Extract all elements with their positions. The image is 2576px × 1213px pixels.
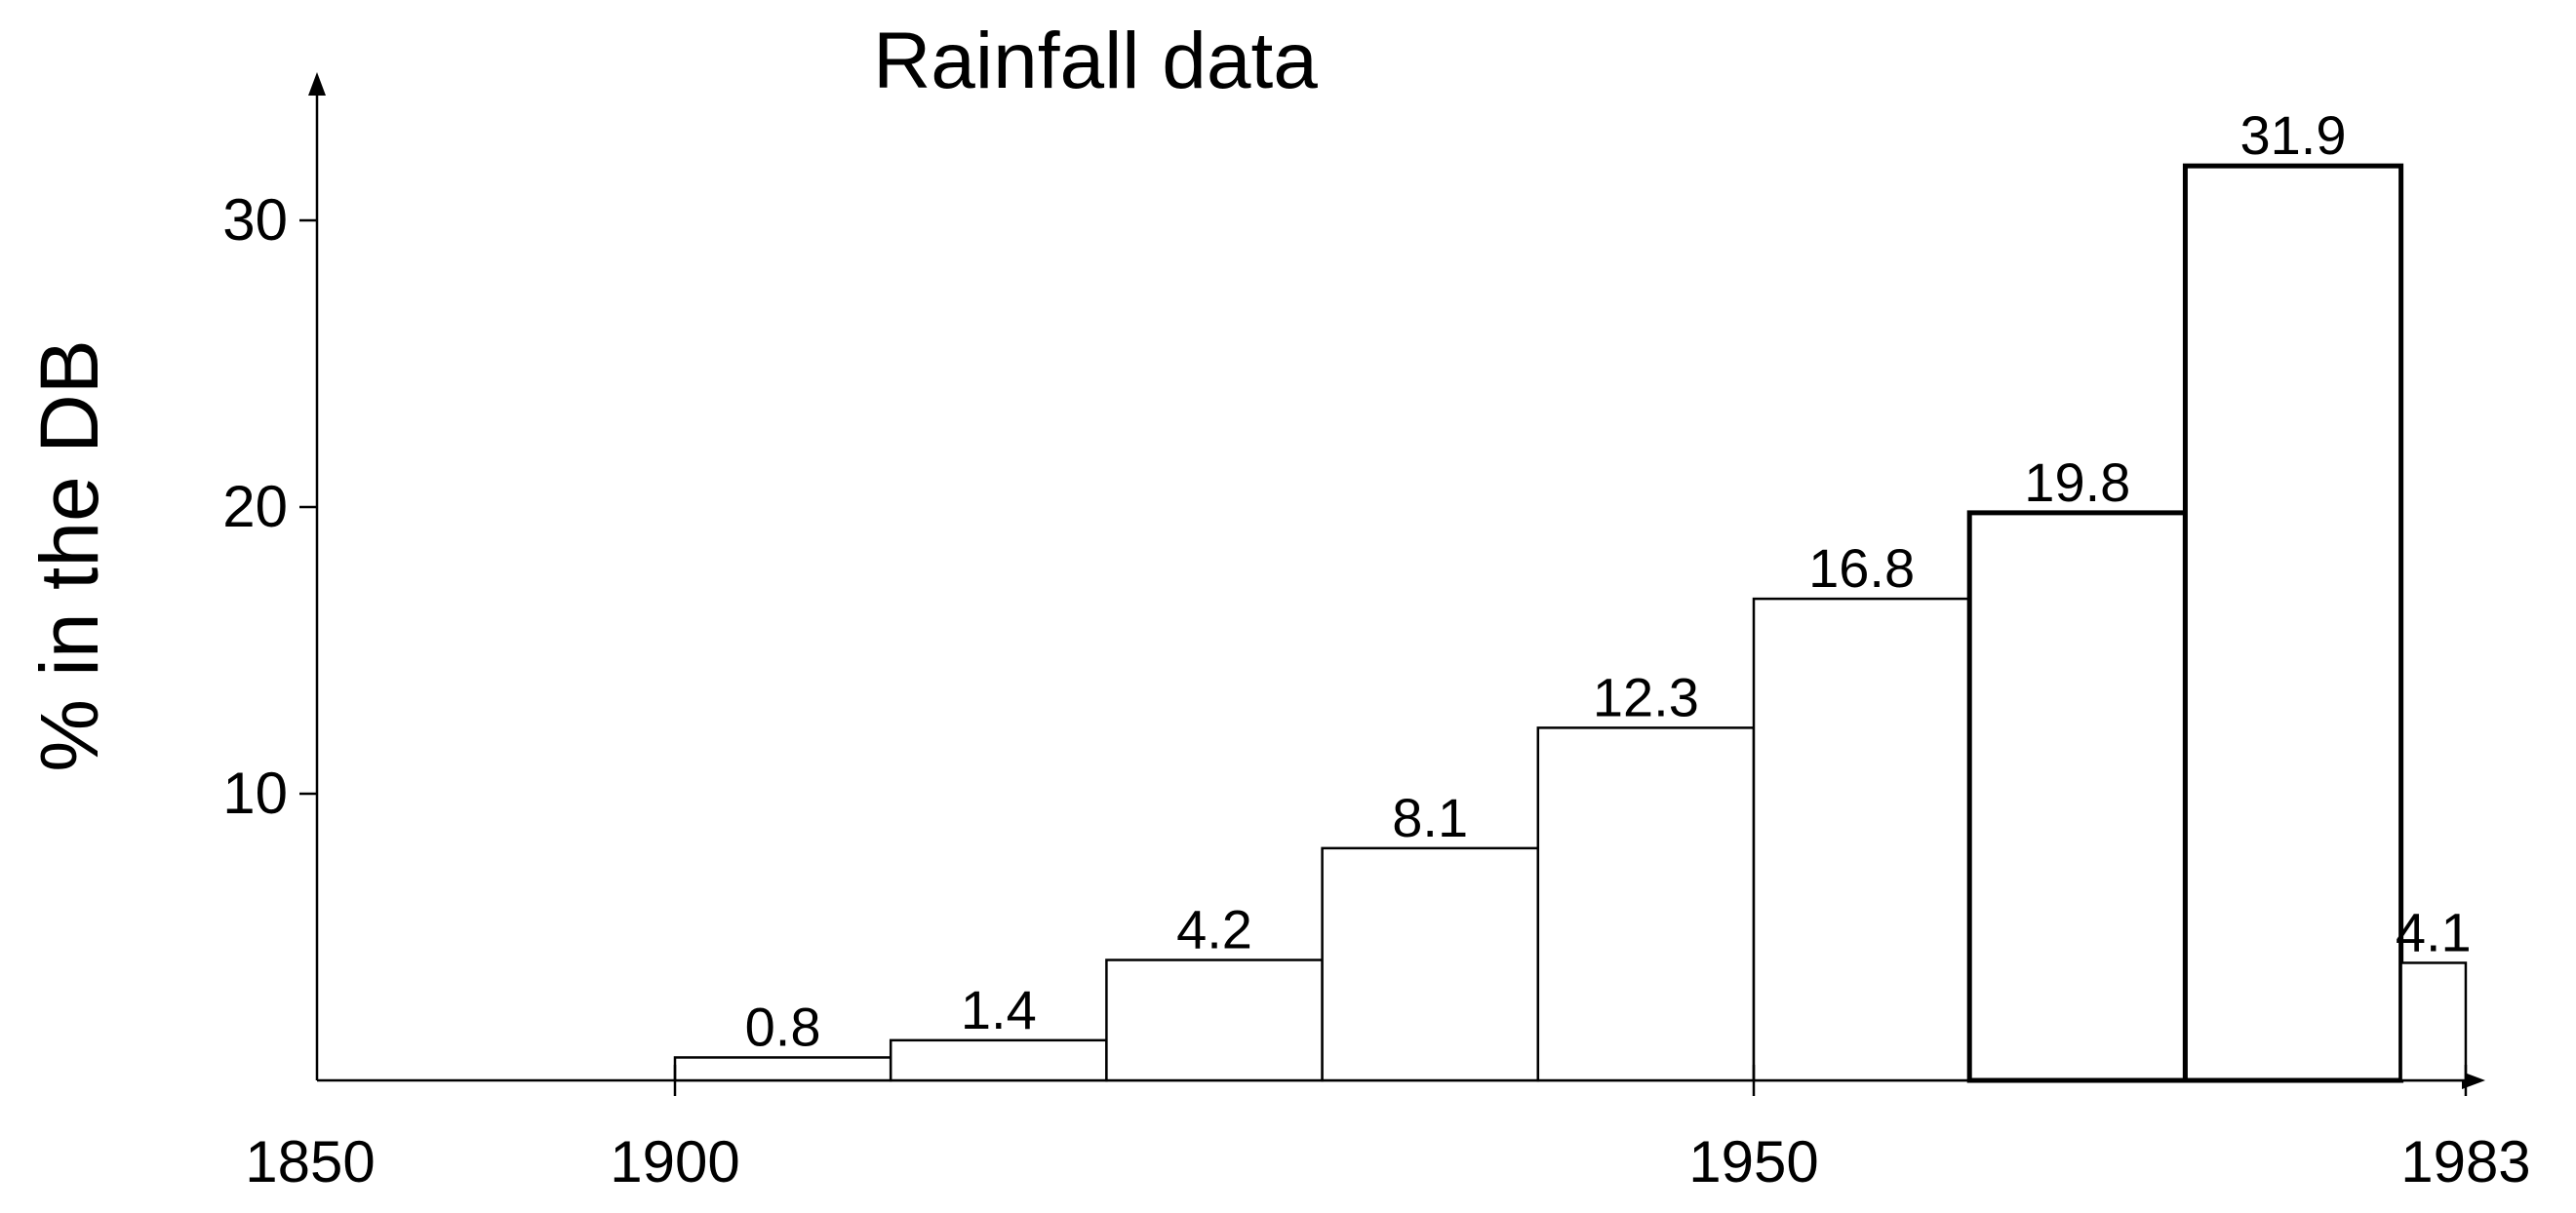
- chart-title: Rainfall data: [873, 17, 1318, 105]
- bar-1920-1930: [1105, 959, 1324, 1082]
- data-label-1920: 4.2: [1176, 899, 1252, 960]
- data-label-1950: 16.8: [1808, 537, 1915, 599]
- data-label-1910: 1.4: [961, 979, 1037, 1040]
- y-tick-label-10: 10: [222, 761, 288, 826]
- x-tick-label-1950: 1950: [1688, 1129, 1818, 1194]
- bar-1950-1960: [1752, 597, 1971, 1082]
- y-axis-arrow: [308, 72, 326, 96]
- data-label-1970: 31.9: [2240, 104, 2347, 166]
- bar-1910-1920: [889, 1038, 1108, 1082]
- data-label-1930: 8.1: [1392, 787, 1468, 848]
- y-axis-label: % in the DB: [23, 339, 115, 772]
- x-axis-arrow: [2462, 1072, 2485, 1089]
- x-tick-label-1983: 1983: [2400, 1129, 2530, 1194]
- data-label-1960: 19.8: [2024, 451, 2130, 513]
- bar-1900-1910: [673, 1056, 892, 1082]
- bar-1960-1970: [1966, 510, 2188, 1083]
- y-tick-label-20: 20: [222, 474, 288, 539]
- bars: [673, 163, 2468, 1083]
- x-tick-label-1850: 1850: [245, 1129, 375, 1194]
- y-tick-label-30: 30: [222, 187, 288, 253]
- data-label-1980: 4.1: [2396, 901, 2472, 962]
- bar-1970-1980: [2182, 163, 2404, 1083]
- data-label-1940: 12.3: [1593, 666, 1699, 727]
- bar-1980-1983: [2399, 961, 2468, 1082]
- x-tick-label-1900: 1900: [610, 1129, 739, 1194]
- bar-1940-1950: [1536, 726, 1756, 1082]
- data-label-1900: 0.8: [745, 996, 821, 1057]
- ticks: 10 20 30 1850 1900 1950 1983: [222, 187, 2530, 1194]
- data-labels: 0.8 1.4 4.2 8.1 12.3 16.8 19.8 31.9 4.1: [745, 104, 2472, 1057]
- bar-1930-1940: [1321, 846, 1540, 1082]
